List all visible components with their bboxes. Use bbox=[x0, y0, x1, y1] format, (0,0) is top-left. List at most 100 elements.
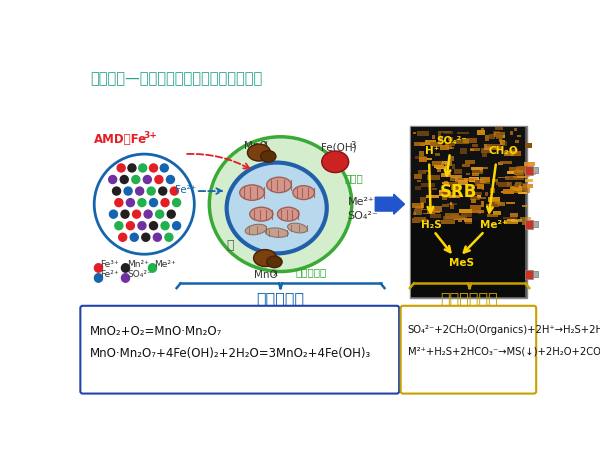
Bar bbox=[507, 171, 514, 174]
Bar bbox=[466, 173, 470, 175]
Text: Fe(OH): Fe(OH) bbox=[322, 143, 357, 153]
Bar bbox=[415, 156, 427, 159]
Bar bbox=[477, 195, 481, 198]
Bar bbox=[454, 215, 467, 218]
Bar bbox=[471, 167, 483, 171]
Bar bbox=[425, 195, 439, 198]
Text: MeS: MeS bbox=[449, 258, 474, 268]
Bar bbox=[423, 213, 434, 214]
Bar bbox=[478, 130, 485, 135]
Bar bbox=[443, 216, 454, 220]
Text: MnO·Mn₂O₇+4Fe(OH)₂+2H₂O=3MnO₂+4Fe(OH)₃: MnO·Mn₂O₇+4Fe(OH)₂+2H₂O=3MnO₂+4Fe(OH)₃ bbox=[91, 346, 371, 360]
Circle shape bbox=[121, 210, 129, 218]
Bar bbox=[426, 158, 432, 160]
Text: 3+: 3+ bbox=[143, 131, 157, 140]
Bar bbox=[482, 177, 490, 182]
Bar bbox=[413, 212, 416, 215]
Bar bbox=[446, 145, 452, 148]
Bar bbox=[448, 147, 454, 149]
Bar bbox=[441, 162, 450, 165]
Bar bbox=[477, 184, 484, 189]
Bar bbox=[421, 202, 424, 207]
Circle shape bbox=[173, 198, 181, 207]
Bar bbox=[481, 201, 484, 207]
Ellipse shape bbox=[240, 185, 265, 200]
Bar bbox=[437, 139, 441, 143]
Bar bbox=[518, 166, 527, 172]
Bar bbox=[515, 175, 524, 180]
Bar bbox=[475, 166, 488, 169]
Bar bbox=[466, 160, 475, 164]
Bar bbox=[457, 132, 469, 134]
Bar bbox=[522, 205, 527, 207]
Text: 酶: 酶 bbox=[226, 239, 233, 252]
Bar bbox=[419, 156, 425, 161]
Bar bbox=[410, 126, 527, 298]
Bar bbox=[439, 190, 450, 193]
Bar bbox=[506, 202, 515, 204]
Bar bbox=[485, 135, 489, 141]
Bar bbox=[469, 177, 479, 182]
Circle shape bbox=[149, 222, 158, 230]
Bar bbox=[498, 177, 509, 179]
Ellipse shape bbox=[209, 137, 352, 271]
Bar bbox=[449, 202, 452, 205]
Bar bbox=[445, 161, 452, 166]
Bar bbox=[425, 140, 436, 145]
Bar bbox=[493, 146, 503, 150]
Text: CH₂O: CH₂O bbox=[488, 146, 518, 157]
Text: SO₄²⁻: SO₄²⁻ bbox=[436, 136, 467, 146]
Bar bbox=[465, 219, 472, 224]
Circle shape bbox=[119, 233, 127, 241]
Circle shape bbox=[144, 210, 152, 218]
Bar bbox=[454, 216, 465, 220]
Bar bbox=[493, 131, 500, 135]
Bar bbox=[510, 186, 522, 191]
Bar bbox=[440, 131, 451, 133]
Bar bbox=[471, 199, 476, 203]
Bar bbox=[494, 132, 505, 137]
Bar bbox=[517, 167, 531, 173]
Bar bbox=[496, 133, 503, 139]
Bar bbox=[442, 182, 449, 184]
Text: Fe²⁺: Fe²⁺ bbox=[175, 185, 196, 195]
Circle shape bbox=[117, 164, 125, 172]
Bar bbox=[461, 212, 472, 217]
Bar bbox=[412, 218, 420, 223]
Bar bbox=[469, 192, 482, 195]
Bar bbox=[484, 144, 491, 150]
Bar bbox=[526, 220, 533, 229]
Bar bbox=[496, 135, 505, 138]
Circle shape bbox=[167, 210, 175, 218]
Bar bbox=[526, 270, 533, 279]
Circle shape bbox=[173, 222, 181, 230]
Bar bbox=[510, 213, 518, 217]
Bar bbox=[475, 180, 481, 185]
Bar bbox=[525, 144, 532, 149]
Bar bbox=[526, 166, 533, 175]
Ellipse shape bbox=[266, 256, 282, 268]
Text: ●: ● bbox=[119, 260, 130, 273]
Bar bbox=[481, 177, 485, 183]
Bar bbox=[504, 220, 518, 225]
Circle shape bbox=[154, 233, 161, 241]
Text: ●: ● bbox=[146, 260, 157, 273]
Circle shape bbox=[138, 222, 146, 230]
Circle shape bbox=[113, 187, 121, 195]
Ellipse shape bbox=[287, 223, 307, 233]
Bar bbox=[430, 206, 442, 212]
Bar bbox=[436, 211, 440, 213]
Bar bbox=[503, 189, 514, 194]
Bar bbox=[420, 143, 425, 145]
Bar bbox=[485, 192, 488, 196]
Bar bbox=[447, 203, 457, 205]
Bar bbox=[498, 162, 503, 165]
Bar bbox=[417, 180, 421, 182]
Bar bbox=[502, 192, 510, 194]
Circle shape bbox=[124, 187, 132, 195]
Bar bbox=[506, 219, 515, 221]
Bar bbox=[445, 213, 459, 219]
Bar bbox=[511, 219, 522, 222]
Circle shape bbox=[165, 233, 173, 241]
Bar bbox=[497, 185, 508, 188]
